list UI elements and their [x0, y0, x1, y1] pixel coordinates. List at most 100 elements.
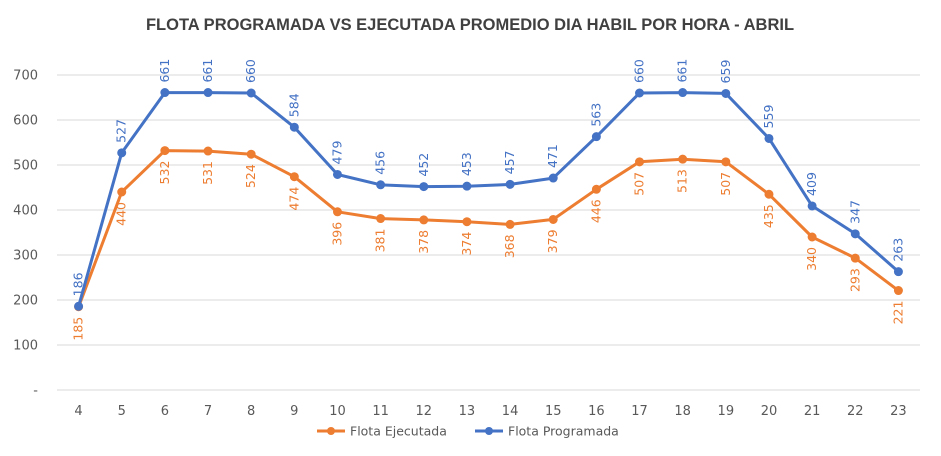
series-line	[77, 91, 900, 308]
data-point	[591, 184, 601, 194]
data-label: 409	[804, 172, 819, 196]
x-tick-label: 22	[847, 404, 864, 419]
x-tick-label: 7	[204, 404, 212, 419]
x-tick-label: 8	[247, 404, 255, 419]
x-tick-label: 23	[890, 404, 907, 419]
x-tick-label: 11	[372, 404, 389, 419]
data-point	[289, 122, 299, 132]
data-point	[721, 88, 731, 98]
data-point	[635, 157, 645, 167]
data-label: 532	[157, 161, 172, 185]
gridlines	[57, 74, 920, 391]
data-label: 659	[718, 60, 733, 84]
data-point	[850, 229, 860, 239]
data-point	[635, 88, 645, 98]
data-point	[332, 207, 342, 217]
data-point	[807, 201, 817, 211]
series-line	[77, 149, 900, 309]
y-axis-tick-labels: - 100 200 300 400 500 600 700	[13, 69, 38, 399]
data-label: 660	[632, 59, 647, 83]
x-tick-label: 19	[718, 404, 735, 419]
data-point	[203, 146, 213, 156]
x-tick-label: 17	[631, 404, 648, 419]
data-point	[505, 179, 515, 189]
chart-title: FLOTA PROGRAMADA VS EJECUTADA PROMEDIO D…	[146, 16, 794, 34]
y-tick-label: 600	[13, 114, 38, 129]
data-point	[591, 132, 601, 142]
data-label: 221	[890, 301, 905, 325]
data-point	[419, 182, 429, 192]
data-label: 440	[114, 202, 129, 226]
x-axis-tick-labels: 4 5 6 7 8 9 10 11 12 13 14 15 16 17 18 19 20 21 22 23	[74, 404, 906, 419]
data-point	[462, 181, 472, 191]
data-point	[850, 253, 860, 263]
x-tick-label: 20	[761, 404, 778, 419]
data-point	[548, 173, 558, 183]
legend-marker	[327, 427, 335, 435]
data-point	[117, 187, 127, 197]
data-label: 584	[286, 93, 301, 117]
data-point	[289, 172, 299, 182]
data-label: 340	[804, 247, 819, 271]
series-lines	[74, 88, 903, 312]
data-point	[721, 157, 731, 167]
x-tick-label: 18	[674, 404, 691, 419]
x-tick-label: 15	[545, 404, 562, 419]
data-label: 531	[200, 161, 215, 185]
y-tick-label: 700	[13, 69, 38, 84]
x-tick-label: 21	[804, 404, 821, 419]
data-label: 524	[243, 164, 258, 188]
y-tick-label: 200	[13, 294, 38, 309]
data-point	[548, 214, 558, 224]
data-label: 479	[329, 141, 344, 165]
x-tick-label: 9	[290, 404, 298, 419]
data-label: 474	[286, 187, 301, 211]
data-point	[74, 301, 84, 311]
data-point	[764, 133, 774, 143]
data-point	[160, 146, 170, 156]
data-point	[419, 215, 429, 225]
data-point	[462, 217, 472, 227]
x-tick-label: 12	[416, 404, 433, 419]
data-label: 293	[847, 268, 862, 292]
y-tick-label: 300	[13, 249, 38, 264]
x-tick-label: 4	[74, 404, 82, 419]
x-tick-label: 6	[161, 404, 169, 419]
data-point	[246, 88, 256, 98]
legend-label: Flota Ejecutada	[350, 424, 447, 439]
y-tick-label: 100	[13, 339, 38, 354]
x-tick-label: 16	[588, 404, 605, 419]
data-point	[376, 180, 386, 190]
data-label: 452	[416, 153, 431, 177]
data-label: 453	[459, 152, 474, 176]
data-label: 559	[761, 105, 776, 129]
data-labels: 185 440 532 531 524 474 396 381 378 374 368 379 446 5…	[71, 59, 906, 341]
data-point	[246, 149, 256, 159]
data-label: 396	[329, 222, 344, 246]
data-label: 381	[373, 229, 388, 253]
data-label: 374	[459, 232, 474, 256]
legend-label: Flota Programada	[508, 424, 619, 439]
data-label: 660	[243, 59, 258, 83]
data-label: 661	[157, 59, 172, 83]
y-tick-label: -	[33, 384, 38, 399]
data-point	[678, 88, 688, 98]
data-label: 347	[847, 200, 862, 224]
data-point	[505, 219, 515, 229]
data-label: 435	[761, 204, 776, 228]
y-tick-label: 500	[13, 159, 38, 174]
data-point	[203, 88, 213, 98]
data-label: 661	[675, 59, 690, 83]
data-label: 563	[588, 103, 603, 127]
data-label: 661	[200, 59, 215, 83]
data-point	[376, 214, 386, 224]
data-point	[893, 286, 903, 296]
data-label: 185	[71, 317, 86, 341]
data-label: 456	[373, 151, 388, 175]
x-tick-label: 5	[118, 404, 126, 419]
data-label: 186	[71, 272, 86, 296]
x-tick-label: 10	[329, 404, 346, 419]
y-tick-label: 400	[13, 204, 38, 219]
